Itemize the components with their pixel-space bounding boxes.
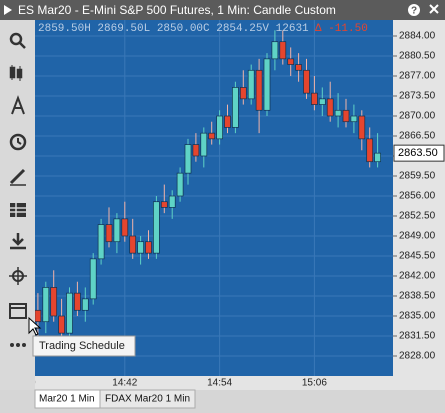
- time-tool[interactable]: [9, 133, 27, 151]
- candle-body: [318, 98, 326, 105]
- candle-body: [279, 41, 287, 60]
- change-label: Δ -11.50: [315, 23, 368, 35]
- candle-body: [35, 309, 42, 323]
- studies-tool[interactable]: [10, 203, 26, 217]
- x-tick-label: 14:42: [112, 378, 137, 389]
- candle-body: [295, 64, 302, 71]
- candle-body: [121, 218, 129, 237]
- candle-body: [303, 69, 310, 94]
- candle-body: [216, 115, 223, 140]
- y-tick-label: 2831.50: [399, 331, 436, 342]
- plot-layer: 30 14:42 14:54 15:06: [24, 20, 393, 389]
- more-tool[interactable]: [10, 343, 26, 347]
- candle-body: [129, 235, 137, 254]
- candle-body: [366, 138, 374, 163]
- x-tick-label: 14:54: [207, 378, 232, 389]
- candle-body: [311, 92, 318, 105]
- candle-body: [350, 115, 358, 123]
- collapse-icon[interactable]: [4, 5, 12, 15]
- draw-tool[interactable]: [11, 95, 25, 115]
- tab-label: FDAX Mar20 1 Min: [105, 394, 190, 405]
- candle-body: [224, 115, 231, 128]
- candle-body: [271, 41, 279, 60]
- y-tick-label: 2828.00: [399, 351, 436, 362]
- y-tick-label: 2870.00: [399, 111, 436, 122]
- y-tick-label: 2856.00: [399, 191, 436, 202]
- candle-body: [326, 98, 334, 117]
- y-tick-label: 2877.00: [399, 71, 436, 82]
- y-tick-label: 2842.00: [399, 271, 436, 282]
- time-axis: [35, 376, 445, 390]
- candle-body: [160, 201, 168, 208]
- candle-body: [342, 109, 350, 123]
- current-price-label: 2863.50: [398, 147, 438, 159]
- candle-body: [334, 109, 342, 117]
- candle-body: [239, 87, 247, 100]
- candle-body: [145, 241, 152, 254]
- y-tick-label: 2835.00: [399, 311, 436, 322]
- y-tick-label: 2873.50: [399, 91, 436, 102]
- candle-body: [192, 144, 200, 157]
- y-tick-label: 2838.50: [399, 291, 436, 302]
- help-icon: ?: [411, 6, 417, 17]
- x-tick-label: 15:06: [302, 378, 327, 389]
- tab[interactable]: [99, 389, 196, 409]
- candle-body: [74, 292, 81, 311]
- tab-label: Mar20 1 Min: [39, 394, 95, 405]
- candle-body: [232, 87, 239, 128]
- pen-tool[interactable]: [9, 168, 26, 186]
- title-bar: [0, 0, 445, 20]
- candle-body: [374, 152, 381, 163]
- y-tick-label: 2880.50: [399, 51, 436, 62]
- y-tick-label: 2884.00: [399, 31, 436, 42]
- candle-body: [358, 115, 366, 140]
- candle-body: [200, 132, 208, 157]
- tooltip-box: [32, 335, 136, 357]
- current-price-box: [393, 144, 445, 162]
- candle-body: [176, 172, 184, 197]
- mouse-cursor: [28, 316, 42, 336]
- candle-body: [184, 144, 192, 174]
- overlay-layer: 2828.00 2831.50 2835.00 2838.50 2842.00 2845.…: [393, 31, 445, 362]
- search-tool[interactable]: [9, 32, 26, 49]
- candle-body: [208, 132, 216, 140]
- candle-body: [58, 315, 65, 334]
- y-tick-label: 2849.00: [399, 231, 436, 242]
- candle-body: [255, 69, 263, 111]
- candle-body: [66, 292, 73, 334]
- candle-body: [89, 258, 97, 300]
- candle-body: [105, 224, 113, 243]
- close-button[interactable]: [429, 4, 439, 14]
- y-tick-label: 2852.50: [399, 211, 436, 222]
- price-axis: [393, 20, 445, 376]
- window-title: ES Mar20 - E-Mini S&P 500 Futures, 1 Min…: [18, 3, 336, 17]
- y-tick-label: 2845.50: [399, 251, 436, 262]
- y-tick-label: 2859.50: [399, 171, 436, 182]
- candle-body: [50, 287, 58, 317]
- candle-body: [153, 201, 160, 254]
- candle-body: [168, 195, 176, 208]
- candle-body: [287, 58, 295, 65]
- schedule-tool[interactable]: [9, 303, 27, 319]
- y-tick-label: 2866.50: [399, 131, 436, 142]
- candle-body: [81, 298, 89, 311]
- x-tick-label: 30: [24, 378, 36, 389]
- crosshair-tool[interactable]: [9, 267, 27, 285]
- plot-area: [35, 20, 393, 376]
- candle-body: [263, 58, 271, 111]
- help-button[interactable]: [408, 4, 420, 16]
- tooltip-text: Trading Schedule: [39, 340, 125, 352]
- stats-line: 2859.50H 2869.50L 2850.00C 2854.25V 1263…: [38, 23, 309, 35]
- chart-type-tool[interactable]: [9, 65, 23, 81]
- candle-body: [137, 241, 144, 254]
- candle-body: [97, 224, 105, 260]
- candle-body: [247, 69, 255, 100]
- candle-body: [42, 287, 50, 323]
- candle-body: [113, 218, 121, 243]
- download-tool[interactable]: [10, 233, 26, 250]
